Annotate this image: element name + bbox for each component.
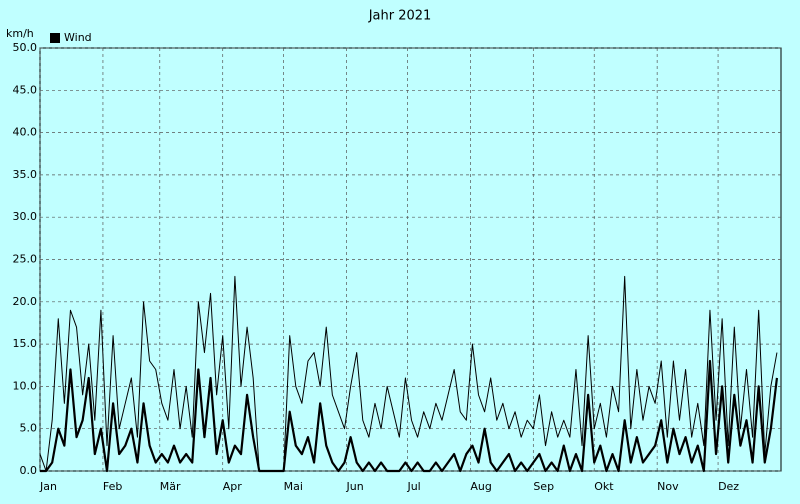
y-tick-label: 45.0: [13, 83, 38, 96]
x-tick-label: Okt: [594, 480, 614, 493]
legend-label: Wind: [64, 31, 92, 44]
y-tick-label: 20.0: [13, 295, 38, 308]
x-tick-label: Dez: [718, 480, 739, 493]
y-tick-label: 10.0: [13, 379, 38, 392]
series-line: [39, 275, 778, 472]
x-tick-label: Jun: [346, 480, 364, 493]
y-tick-label: 35.0: [13, 168, 38, 181]
x-tick-label: Nov: [657, 480, 679, 493]
x-tick-label: Mai: [284, 480, 303, 493]
chart-title: Jahr 2021: [368, 9, 432, 24]
y-tick-label: 40.0: [13, 126, 38, 139]
y-tick-label: 30.0: [13, 210, 38, 223]
x-tick-label: Sep: [533, 480, 554, 493]
x-tick-label: Feb: [103, 480, 122, 493]
x-tick-label: Jul: [406, 480, 420, 493]
x-tick-label: Jan: [39, 480, 57, 493]
x-tick-label: Mär: [160, 480, 181, 493]
y-axis-label: km/h: [6, 27, 34, 40]
legend-swatch: [50, 33, 60, 43]
series-line: [40, 359, 779, 473]
x-tick-label: Apr: [223, 480, 243, 493]
y-tick-label: 15.0: [13, 337, 38, 350]
y-tick-label: 50.0: [13, 41, 38, 54]
x-tick-label: Aug: [470, 480, 491, 493]
y-tick-label: 0.0: [20, 464, 38, 477]
y-tick-label: 25.0: [13, 253, 38, 266]
y-tick-label: 5.0: [20, 422, 38, 435]
